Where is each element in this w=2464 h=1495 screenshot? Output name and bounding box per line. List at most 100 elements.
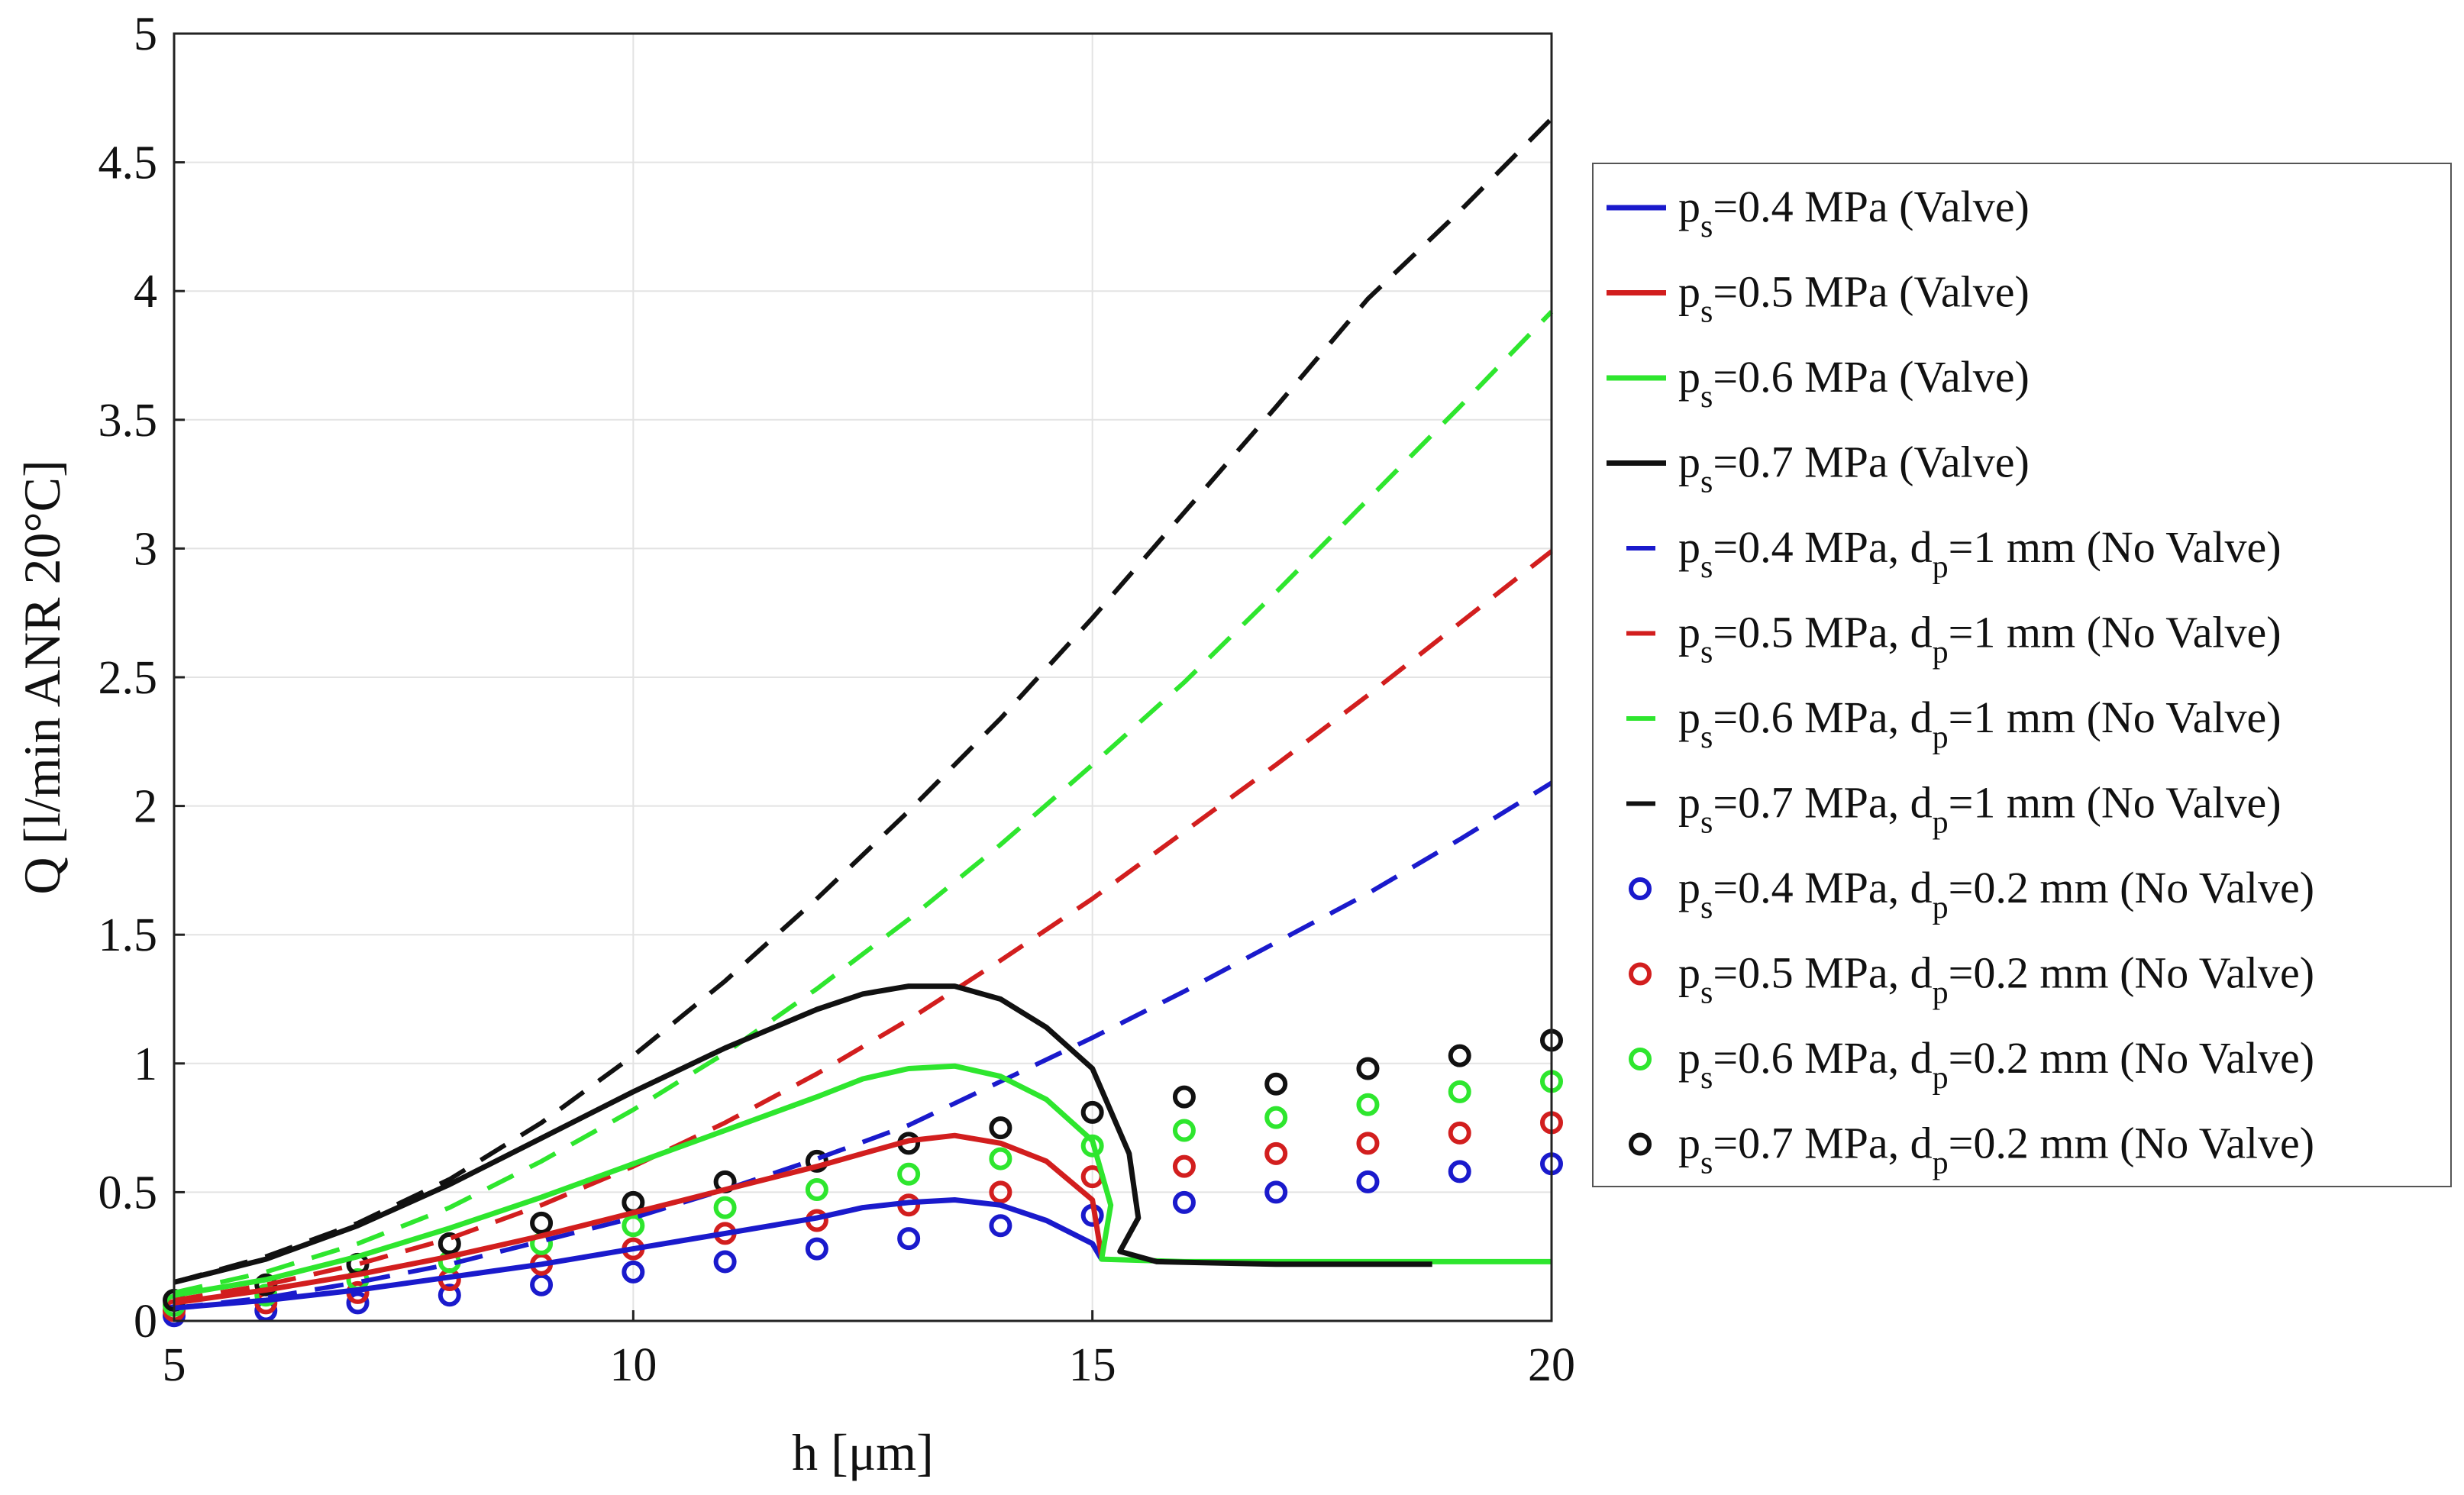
data-point (1356, 1170, 1380, 1193)
series-3 (173, 1063, 1552, 1298)
legend-item: ps=0.7 MPa, dp=1 mm (No Valve) (1626, 778, 2282, 841)
series-line (173, 1132, 1105, 1306)
legend-text-part: =1 mm (No Valve) (1949, 693, 2282, 742)
legend-text-part: p (1678, 1033, 1700, 1083)
plot-series (163, 117, 1563, 1328)
legend-label: ps=0.4 MPa, dp=0.2 mm (No Valve) (1678, 863, 2314, 925)
legend-subscript: s (1700, 465, 1713, 500)
legend-text-part: p (1678, 352, 1700, 402)
legend-item: ps=0.5 MPa (Valve) (1607, 267, 2030, 330)
legend-text-part: =0.2 mm (No Valve) (1949, 863, 2314, 912)
legend-label: ps=0.7 MPa, dp=0.2 mm (No Valve) (1678, 1119, 2314, 1181)
legend-subscript: p (1933, 550, 1949, 585)
data-point (346, 1291, 370, 1315)
legend-label: ps=0.5 MPa, dp=1 mm (No Valve) (1678, 608, 2282, 670)
legend-label: ps=0.6 MPa, dp=1 mm (No Valve) (1678, 693, 2282, 755)
data-point (897, 1227, 921, 1251)
legend: ps=0.4 MPa (Valve)ps=0.5 MPa (Valve)ps=0… (1592, 163, 2452, 1187)
legend-text-part: p (1678, 438, 1700, 487)
data-point (1080, 1100, 1104, 1124)
legend-text-part: p (1678, 182, 1700, 231)
y-axis-label: Q [l/min ANR 20°C] (13, 460, 71, 894)
series-line (173, 780, 1553, 1311)
legend-text-part: =0.4 MPa, d (1713, 522, 1932, 572)
legend-label: ps=0.7 MPa (Valve) (1678, 438, 2030, 500)
data-point (1448, 1121, 1471, 1145)
x-tick-label: 10 (609, 1339, 657, 1391)
legend-marker (1629, 877, 1652, 900)
y-tick-label: 3 (134, 523, 157, 575)
data-point (1264, 1141, 1288, 1165)
data-point (1264, 1106, 1288, 1129)
data-point (713, 1250, 737, 1274)
legend-text-part: p (1678, 948, 1700, 998)
data-point (989, 1180, 1012, 1204)
legend-item: ps=0.4 MPa (Valve) (1607, 182, 2030, 244)
data-point (1172, 1190, 1196, 1214)
legend-text-part: =0.5 MPa, d (1713, 608, 1932, 657)
data-point (1172, 1154, 1196, 1178)
data-point (1172, 1119, 1196, 1142)
data-point (1448, 1080, 1471, 1103)
data-point (989, 1147, 1012, 1170)
y-tick-label: 5 (134, 8, 157, 60)
legend-item: ps=0.5 MPa, dp=1 mm (No Valve) (1626, 608, 2282, 670)
legend-subscript: s (1700, 1061, 1713, 1096)
data-point (805, 1237, 828, 1261)
data-point (1356, 1093, 1380, 1116)
legend-label: ps=0.5 MPa (Valve) (1678, 267, 2030, 330)
legend-text-part: =1 mm (No Valve) (1949, 608, 2282, 657)
data-point (1080, 1134, 1104, 1158)
legend-text-part: =0.7 MPa, d (1713, 778, 1932, 828)
y-tick-label: 0.5 (98, 1167, 158, 1219)
legend-text-part: =0.6 MPa (Valve) (1713, 352, 2029, 402)
series-7 (173, 310, 1554, 1295)
legend-text-part: =0.4 MPa (Valve) (1713, 182, 2029, 231)
legend-text-part: =0.6 MPa, d (1713, 693, 1932, 742)
legend-subscript: s (1700, 1146, 1713, 1181)
legend-text-part: p (1678, 1119, 1700, 1168)
data-point (530, 1211, 554, 1235)
series-8 (173, 117, 1554, 1285)
legend-label: ps=0.5 MPa, dp=0.2 mm (No Valve) (1678, 948, 2314, 1011)
data-point (1264, 1072, 1288, 1096)
legend-text-part: =0.2 mm (No Valve) (1949, 948, 2314, 998)
series-line (173, 117, 1554, 1285)
legend-item: ps=0.7 MPa, dp=0.2 mm (No Valve) (1629, 1119, 2314, 1181)
data-point (989, 1116, 1012, 1140)
data-point (1264, 1180, 1288, 1204)
legend-subscript: p (1933, 976, 1949, 1011)
series-2 (173, 1132, 1105, 1306)
legend-marker (1629, 1132, 1652, 1156)
legend-subscript: p (1933, 1061, 1949, 1096)
legend-box (1592, 163, 2452, 1187)
legend-subscript: s (1700, 635, 1713, 670)
legend-item: ps=0.6 MPa, dp=0.2 mm (No Valve) (1629, 1033, 2314, 1096)
legend-text-part: =0.5 MPa, d (1713, 948, 1932, 998)
series-line (173, 1063, 1552, 1298)
data-point (1448, 1160, 1471, 1183)
data-point (897, 1162, 921, 1186)
y-tick-label: 0 (134, 1296, 157, 1348)
legend-subscript: p (1933, 1146, 1949, 1181)
legend-label: ps=0.4 MPa, dp=1 mm (No Valve) (1678, 522, 2282, 585)
legend-label: ps=0.6 MPa, dp=0.2 mm (No Valve) (1678, 1033, 2314, 1096)
legend-item: ps=0.4 MPa, dp=0.2 mm (No Valve) (1629, 863, 2314, 925)
data-point (438, 1284, 461, 1307)
legend-item: ps=0.4 MPa, dp=1 mm (No Valve) (1626, 522, 2282, 585)
legend-text-part: p (1678, 778, 1700, 828)
legend-subscript: p (1933, 720, 1949, 755)
y-tick-label: 2.5 (98, 652, 158, 704)
legend-text-part: =0.7 MPa, d (1713, 1119, 1932, 1168)
legend-subscript: p (1933, 806, 1949, 841)
data-point (1172, 1085, 1196, 1109)
legend-subscript: s (1700, 209, 1713, 244)
x-axis-label: h [μm] (792, 1423, 934, 1481)
axis-ticks: 0 0.5 1 1.5 2 2.5 3 3.5 4 4.5 5 5 10 15 20 (98, 8, 1576, 1391)
series-5 (173, 780, 1553, 1311)
x-tick-label: 15 (1069, 1339, 1116, 1391)
y-tick-label: 3.5 (98, 395, 158, 447)
legend-text-part: =0.2 mm (No Valve) (1949, 1033, 2314, 1083)
legend-item: ps=0.7 MPa (Valve) (1607, 438, 2030, 500)
